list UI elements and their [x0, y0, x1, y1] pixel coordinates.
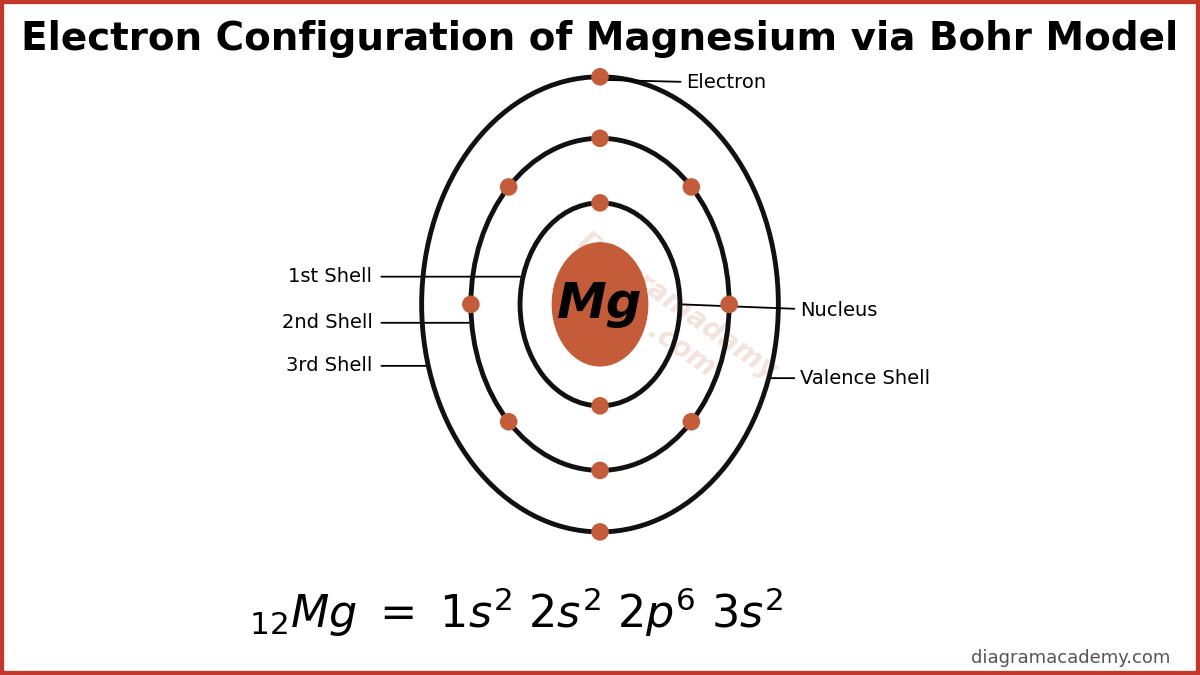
Text: Mg: Mg — [557, 280, 643, 328]
Text: Diagramadamy
      .com: Diagramadamy .com — [553, 227, 782, 412]
Point — [590, 465, 610, 476]
Point — [461, 299, 480, 310]
Point — [499, 416, 518, 427]
Point — [590, 400, 610, 411]
Point — [682, 182, 701, 192]
Text: 2nd Shell: 2nd Shell — [282, 313, 372, 332]
Text: Electron Configuration of Magnesium via Bohr Model: Electron Configuration of Magnesium via … — [22, 20, 1178, 58]
Text: Electron: Electron — [606, 74, 767, 92]
Text: $_{\mathregular{12}}$$\mathit{Mg}$ $=$ $\mathit{1s}^{\mathregular{2}}$ $\mathit{: $_{\mathregular{12}}$$\mathit{Mg}$ $=$ $… — [248, 585, 784, 639]
Point — [590, 72, 610, 82]
Text: 1st Shell: 1st Shell — [288, 267, 372, 286]
Point — [590, 133, 610, 144]
Point — [499, 182, 518, 192]
Text: 3rd Shell: 3rd Shell — [286, 356, 372, 375]
Point — [590, 526, 610, 537]
Ellipse shape — [552, 243, 648, 366]
Text: diagramacademy.com: diagramacademy.com — [971, 649, 1170, 667]
Text: Valence Shell: Valence Shell — [772, 369, 930, 387]
Text: Nucleus: Nucleus — [683, 301, 877, 320]
Point — [720, 299, 739, 310]
Point — [682, 416, 701, 427]
Point — [590, 198, 610, 209]
